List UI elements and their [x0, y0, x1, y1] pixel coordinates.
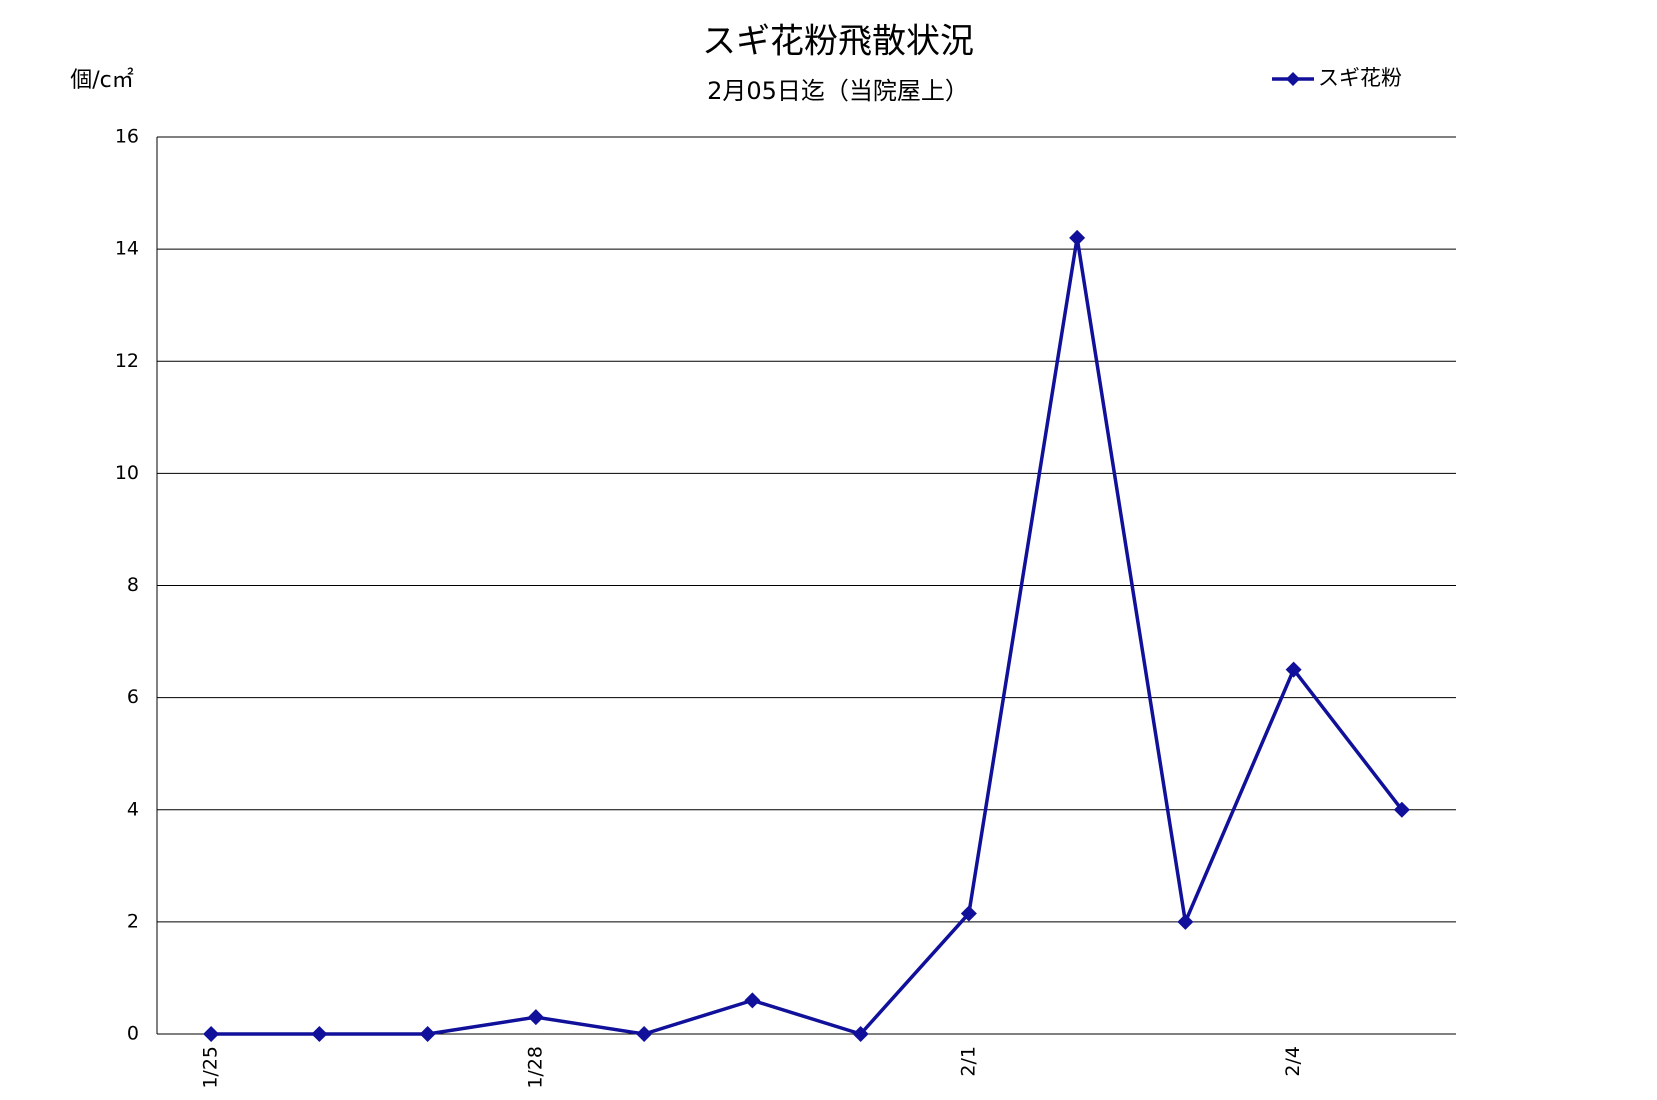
- data-point: [636, 1026, 653, 1042]
- data-point: [1177, 913, 1194, 930]
- data-point: [1285, 661, 1302, 678]
- data-point: [1069, 229, 1086, 246]
- x-tick-label: 2/4: [1282, 1046, 1304, 1077]
- data-point: [1393, 801, 1410, 818]
- y-tick-label: 14: [115, 238, 139, 260]
- x-tick-label: 2/1: [957, 1046, 979, 1077]
- data-point: [744, 992, 761, 1009]
- y-axis-label: 個/c㎡: [70, 67, 134, 93]
- data-point: [527, 1009, 544, 1026]
- data-point: [419, 1026, 436, 1042]
- y-tick-label: 8: [127, 574, 139, 596]
- data-point: [852, 1026, 869, 1042]
- data-point: [203, 1026, 220, 1042]
- chart-subtitle: 2月05日迄（当院屋上）: [707, 77, 969, 105]
- y-tick-label: 6: [127, 686, 139, 708]
- y-tick-label: 0: [127, 1023, 139, 1045]
- y-tick-label: 16: [115, 126, 139, 148]
- data-point: [960, 905, 977, 922]
- x-tick-label: 1/28: [524, 1046, 546, 1089]
- legend-marker: [1286, 72, 1300, 86]
- x-tick-label: 1/25: [200, 1046, 222, 1089]
- series-line: [211, 236, 1404, 1036]
- y-tick-label: 2: [127, 910, 139, 932]
- y-tick-label: 4: [127, 798, 139, 820]
- y-tick-label: 10: [115, 462, 139, 484]
- chart-title: スギ花粉飛散状況: [702, 22, 974, 62]
- data-point: [311, 1026, 328, 1042]
- y-tick-label: 12: [115, 350, 139, 372]
- legend-label: スギ花粉: [1318, 66, 1402, 90]
